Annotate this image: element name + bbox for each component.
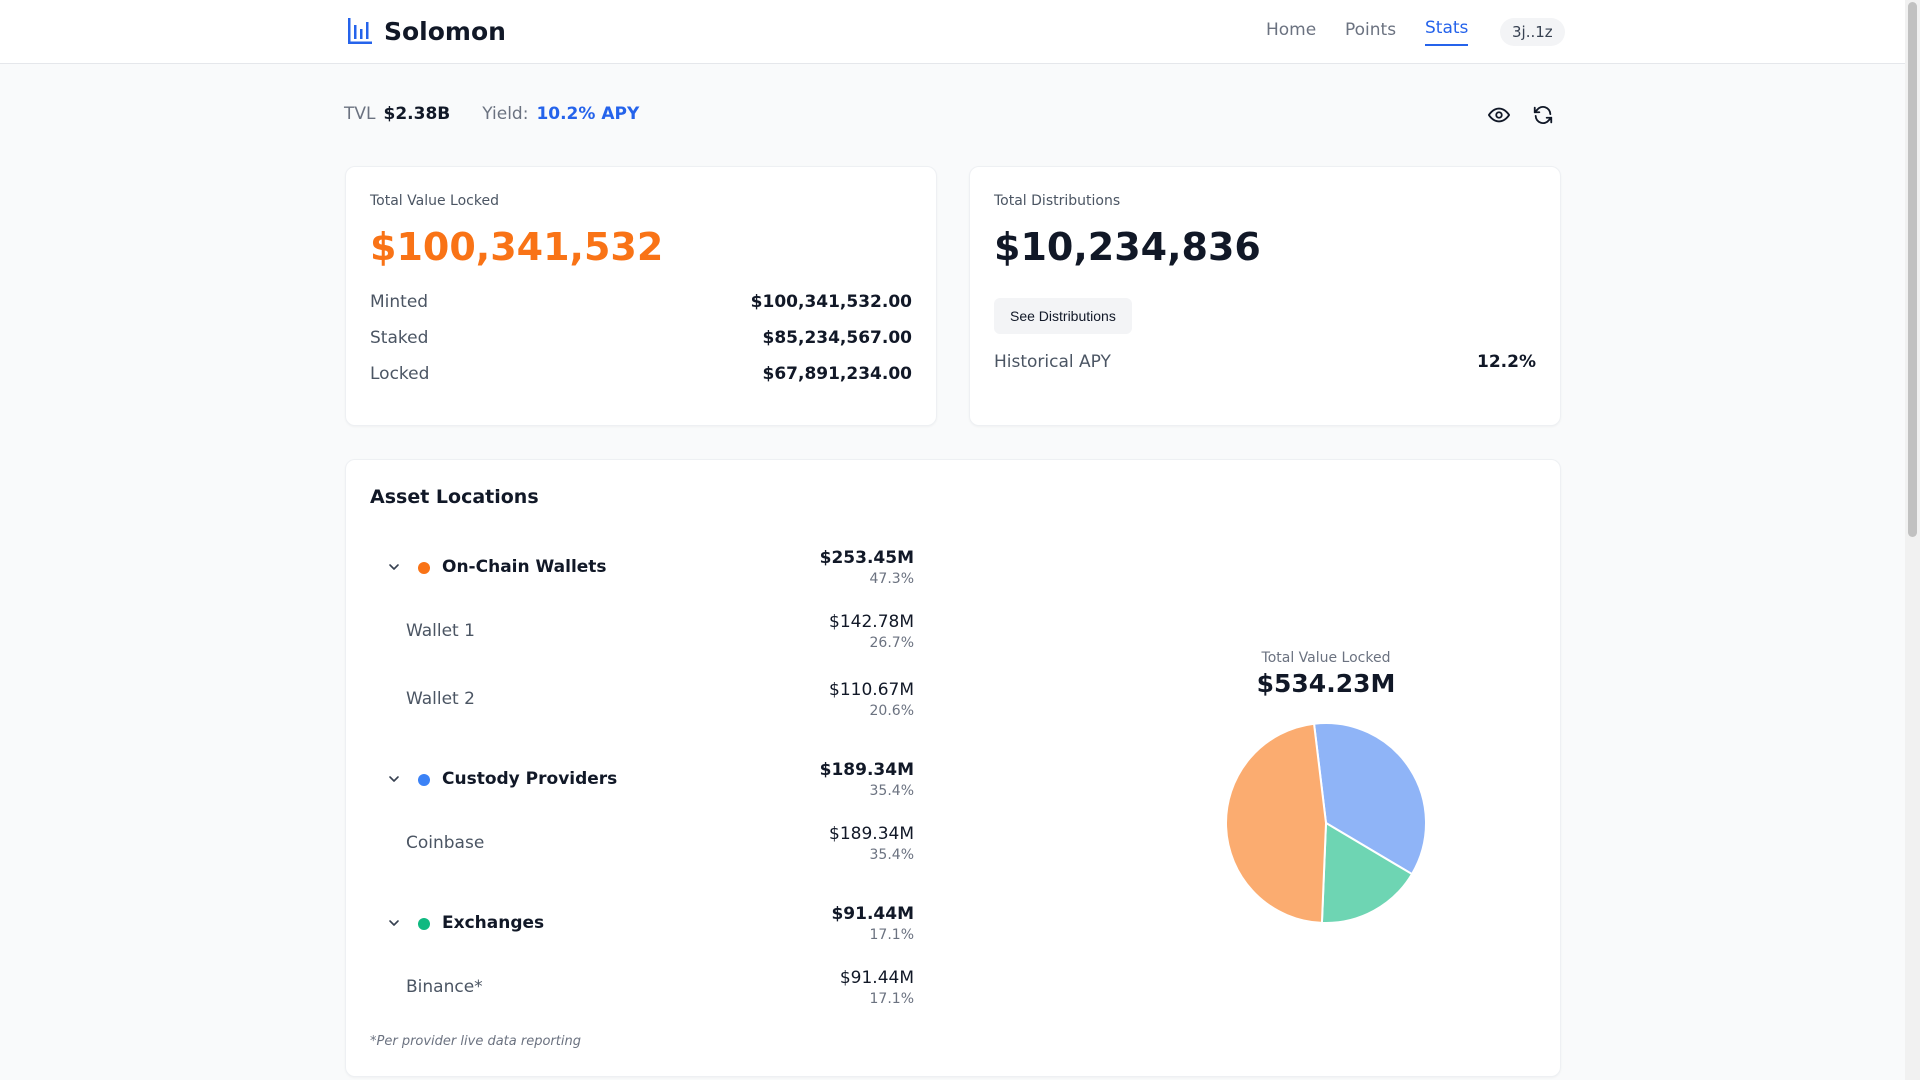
chart-title: Total Value Locked	[1261, 650, 1391, 666]
nav-points[interactable]: Points	[1345, 20, 1397, 40]
dist-card-label: Total Distributions	[994, 193, 1121, 209]
group-amount: $189.34M	[819, 760, 914, 780]
footnote: *Per provider live data reporting	[370, 1034, 581, 1049]
chevron-down-icon[interactable]	[386, 915, 402, 931]
item-name: Wallet 1	[406, 621, 475, 641]
bar-chart-icon	[348, 18, 372, 44]
chart-total: $534.23M	[1256, 669, 1396, 698]
nav-stats[interactable]: Stats	[1425, 18, 1469, 46]
item-name: Coinbase	[406, 833, 485, 853]
minted-value: $100,341,532.00	[750, 292, 912, 312]
pie-chart	[1225, 722, 1427, 924]
asset-locations-card: Asset Locations On-Chain Wallets $253.45…	[345, 459, 1561, 1077]
item-amount: $91.44M	[839, 968, 914, 988]
refresh-icon[interactable]	[1530, 102, 1556, 128]
group-name: Exchanges	[442, 913, 545, 933]
pie-slice-on-chain-wallets[interactable]	[1225, 722, 1328, 924]
group-name: On-Chain Wallets	[442, 557, 607, 577]
asset-locations-title: Asset Locations	[370, 486, 539, 508]
staked-value: $85,234,567.00	[762, 328, 913, 348]
item-amount: $189.34M	[829, 824, 914, 844]
historical-apy-label: Historical APY	[994, 352, 1111, 372]
orange-dot-icon	[418, 562, 430, 574]
item-percent: 35.4%	[869, 847, 914, 863]
list-item-binance: Binance* $91.44M 17.1%	[370, 965, 926, 1015]
wallet-address-button[interactable]: 3j..1z	[1500, 18, 1565, 46]
yield-label: Yield:	[482, 104, 529, 124]
tvl-card-label: Total Value Locked	[370, 193, 499, 209]
item-name: Binance*	[406, 977, 483, 997]
nav-home[interactable]: Home	[1266, 20, 1317, 40]
staked-row: Staked $85,234,567.00	[370, 328, 912, 352]
group-row-exchanges[interactable]: Exchanges $91.44M 17.1%	[370, 901, 926, 951]
group-percent: 17.1%	[869, 927, 914, 943]
item-amount: $142.78M	[829, 612, 914, 632]
top-nav-bar: Solomon Home Points Stats 3j..1z	[0, 0, 1905, 64]
item-percent: 20.6%	[869, 703, 914, 719]
eye-icon[interactable]	[1486, 102, 1512, 128]
active-tab-underline	[1425, 44, 1469, 46]
distributions-card: Total Distributions $10,234,836 See Dist…	[969, 166, 1561, 426]
minted-row: Minted $100,341,532.00	[370, 292, 912, 316]
group-row-on-chain-wallets[interactable]: On-Chain Wallets $253.45M 47.3%	[370, 545, 926, 595]
pie-slice-custody-providers[interactable]	[1312, 722, 1427, 876]
chevron-down-icon[interactable]	[386, 559, 402, 575]
item-name: Wallet 2	[406, 689, 475, 709]
group-percent: 35.4%	[869, 783, 914, 799]
locked-label: Locked	[370, 364, 430, 384]
list-item-wallet-2: Wallet 2 $110.67M 20.6%	[370, 677, 926, 727]
tvl-card-value: $100,341,532	[370, 225, 664, 269]
group-row-custody-providers[interactable]: Custody Providers $189.34M 35.4%	[370, 757, 926, 807]
chevron-down-icon[interactable]	[386, 771, 402, 787]
historical-apy-value: 12.2%	[1477, 352, 1536, 372]
pie-slice-exchanges[interactable]	[1320, 821, 1414, 924]
item-percent: 26.7%	[869, 635, 914, 651]
list-item-wallet-1: Wallet 1 $142.78M 26.7%	[370, 609, 926, 659]
group-amount: $91.44M	[831, 904, 914, 924]
stats-bar: TVL $2.38B Yield: 10.2% APY	[344, 104, 639, 124]
staked-label: Staked	[370, 328, 429, 348]
blue-dot-icon	[418, 774, 430, 786]
group-percent: 47.3%	[869, 571, 914, 587]
see-distributions-button[interactable]: See Distributions	[994, 298, 1132, 334]
tvl-card: Total Value Locked $100,341,532 Minted $…	[345, 166, 937, 426]
tvl-label: TVL	[344, 104, 376, 124]
green-dot-icon	[418, 918, 430, 930]
group-amount: $253.45M	[819, 548, 914, 568]
list-item-coinbase: Coinbase $189.34M 35.4%	[370, 821, 926, 871]
yield-value: 10.2% APY	[536, 104, 640, 124]
item-amount: $110.67M	[829, 680, 914, 700]
group-name: Custody Providers	[442, 769, 618, 789]
historical-apy-row: Historical APY 12.2%	[994, 352, 1536, 376]
scrollbar-thumb[interactable]	[1908, 2, 1917, 537]
pie-chart-area: Total Value Locked $534.23M	[1126, 650, 1526, 940]
minted-label: Minted	[370, 292, 429, 312]
tvl-value: $2.38B	[383, 104, 451, 124]
locked-value: $67,891,234.00	[762, 364, 913, 384]
item-percent: 17.1%	[869, 991, 914, 1007]
nav-stats-label: Stats	[1425, 18, 1469, 38]
brand[interactable]: Solomon	[346, 16, 506, 46]
dist-card-value: $10,234,836	[994, 225, 1261, 269]
locked-row: Locked $67,891,234.00	[370, 364, 912, 388]
brand-name: Solomon	[384, 16, 506, 46]
scrollbar[interactable]	[1905, 0, 1920, 1080]
